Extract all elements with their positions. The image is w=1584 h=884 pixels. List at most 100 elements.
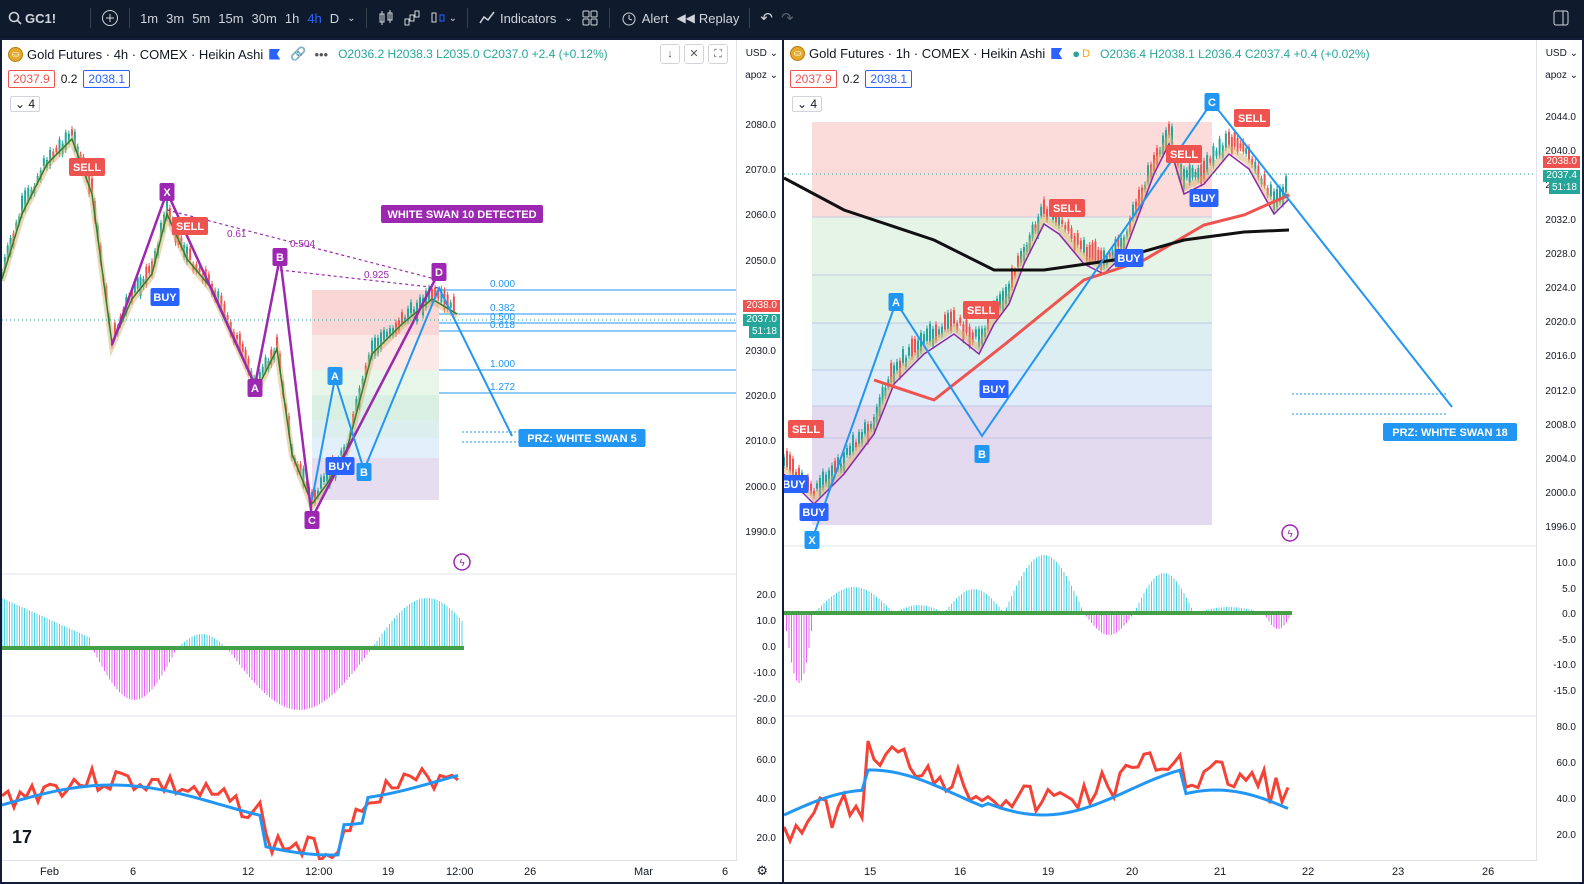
point-x-bg [159, 183, 175, 201]
plus-circle-icon [102, 10, 119, 26]
price-candle [148, 265, 151, 273]
price-candle [947, 312, 949, 330]
currency-label: USD [1545, 48, 1567, 59]
tradingview-logo[interactable]: 17 [12, 827, 33, 847]
price-axis[interactable]: USD ⌄ apoz ⌄ 2044.02040.02036.02032.0202… [1536, 40, 1582, 882]
price-candle [71, 129, 73, 136]
tf-15m[interactable]: 15m [214, 4, 247, 32]
price-candle [908, 347, 910, 356]
tf-3m[interactable]: 3m [162, 4, 188, 32]
price-candle [413, 309, 415, 315]
flag-icon[interactable] [269, 48, 281, 60]
price-candle [1171, 126, 1173, 145]
price-candle [1239, 143, 1242, 149]
price-tick: 10.0 [756, 616, 776, 627]
price-tick: 2032.0 [1545, 214, 1576, 226]
bid-price[interactable]: 2037.9 [790, 70, 837, 88]
chart-canvas-right[interactable]: X A B C SELL SELL SELL SELL SELL BUY BUY BUY BUY BUY P… [784, 40, 1584, 884]
price-tick: 60.0 [756, 755, 776, 766]
point-c-blue-bg [1204, 93, 1220, 111]
price-candle [1014, 270, 1016, 276]
buy-signal: BUY [328, 461, 352, 473]
compare-button[interactable] [97, 4, 123, 32]
price-candle [1233, 132, 1236, 147]
time-axis[interactable]: Feb 6 12 12:00 19 12:00 26 Mar 6 [2, 860, 738, 882]
indicators-button[interactable]: Indicators [474, 4, 560, 32]
search-icon [8, 11, 22, 25]
tf-1h[interactable]: 1h [281, 4, 303, 32]
redo-button[interactable]: ↷ [777, 4, 798, 32]
price-candle [843, 452, 845, 472]
chevron-down-icon: ⌄ [448, 12, 457, 24]
price-candle [1254, 161, 1257, 171]
scale-mode[interactable]: apoz ⌄ [1545, 70, 1578, 81]
price-candle [58, 139, 61, 154]
lightning-icon [1281, 524, 1299, 542]
point-c-bg [304, 511, 320, 529]
scale-mode-label: apoz [745, 70, 767, 81]
alert-button[interactable]: Alert [616, 4, 673, 32]
templates-button[interactable] [577, 4, 603, 32]
close-icon[interactable]: ✕ [684, 44, 704, 64]
arrow-down-icon[interactable]: ↓ [660, 44, 680, 64]
chart-type-button[interactable] [399, 4, 425, 32]
ask-price[interactable]: 2038.1 [865, 70, 913, 88]
tf-15m-label: 15m [218, 10, 244, 26]
undo-button[interactable]: ↶ [756, 4, 777, 32]
point-x-blue-bg [804, 531, 820, 549]
point-b: B [276, 252, 284, 264]
point-x: X [163, 187, 171, 199]
chart-style-button[interactable]: ⌄ [425, 4, 461, 32]
timeframe-dropdown[interactable]: ⌄ [343, 4, 359, 32]
price-candle [1097, 249, 1100, 262]
symbol-search[interactable]: GC1! [0, 4, 60, 32]
price-candle [276, 336, 278, 350]
tf-d[interactable]: D [326, 4, 343, 32]
price-candle [1017, 255, 1019, 268]
replay-button[interactable]: ◀◀ Replay [672, 4, 743, 32]
bid-price[interactable]: 2037.9 [8, 70, 55, 88]
currency-select[interactable]: USD ⌄ [1545, 48, 1578, 59]
price-candle [1236, 137, 1239, 152]
series-legend[interactable]: ⛀ Gold Futures · 4h · COMEX · Heikin Ash… [8, 46, 608, 62]
price-candle [974, 329, 977, 337]
price-candle [935, 324, 937, 341]
price-candle [1206, 155, 1209, 172]
price-candle [1070, 228, 1073, 239]
price-candle [434, 287, 437, 298]
ask-price[interactable]: 2038.1 [83, 70, 131, 88]
price-tick: 2070.0 [745, 165, 776, 177]
sell-signal: SELL [792, 424, 820, 436]
chart-pane-left[interactable]: 0.000 0.382 0.500 0.618 1.000 1.272 0.61 0.504 0… [0, 38, 784, 884]
chart-pane-right[interactable]: X A B C SELL SELL SELL SELL SELL BUY BUY BUY BUY BUY P… [782, 38, 1584, 884]
price-candle [440, 288, 443, 303]
indicator-count: 4 [810, 97, 818, 111]
tf-1m[interactable]: 1m [136, 4, 162, 32]
settings-gear-icon[interactable]: ⚙ [756, 863, 768, 878]
collapse-indicators[interactable]: ⌄ 4 [792, 96, 823, 112]
maximize-icon[interactable]: ⛶ [708, 44, 728, 64]
price-tick: 20.0 [756, 833, 776, 844]
fib-zone [812, 406, 1212, 525]
indicators-dropdown[interactable]: ⌄ [560, 4, 576, 32]
collapse-indicators[interactable]: ⌄ 4 [10, 96, 41, 112]
bar-style-button[interactable] [373, 4, 399, 32]
layout-button[interactable] [1548, 4, 1574, 32]
link-icon[interactable]: 🔗 [290, 46, 307, 61]
more-icon[interactable]: ••• [314, 46, 329, 62]
scale-mode[interactable]: apoz ⌄ [745, 70, 778, 81]
point-d-bg [431, 263, 447, 281]
flag-icon[interactable] [1051, 48, 1063, 59]
prz-label: PRZ: WHITE SWAN 5 [527, 433, 636, 445]
tf-30m[interactable]: 30m [248, 4, 281, 32]
tf-5m[interactable]: 5m [188, 4, 214, 32]
price-candle [798, 467, 800, 482]
series-legend[interactable]: ⛀ Gold Futures · 1h · COMEX · Heikin Ash… [790, 46, 1370, 61]
tf-4h[interactable]: 4h [303, 4, 325, 32]
price-candle [1215, 150, 1218, 157]
currency-select[interactable]: USD ⌄ [745, 48, 778, 59]
price-axis[interactable]: USD ⌄ apoz ⌄ 2080.02070.02060.02050.0204… [736, 40, 782, 882]
time-axis[interactable]: 15 16 19 20 21 22 23 26 [784, 860, 1538, 882]
price-tick: 2020.0 [745, 391, 776, 403]
